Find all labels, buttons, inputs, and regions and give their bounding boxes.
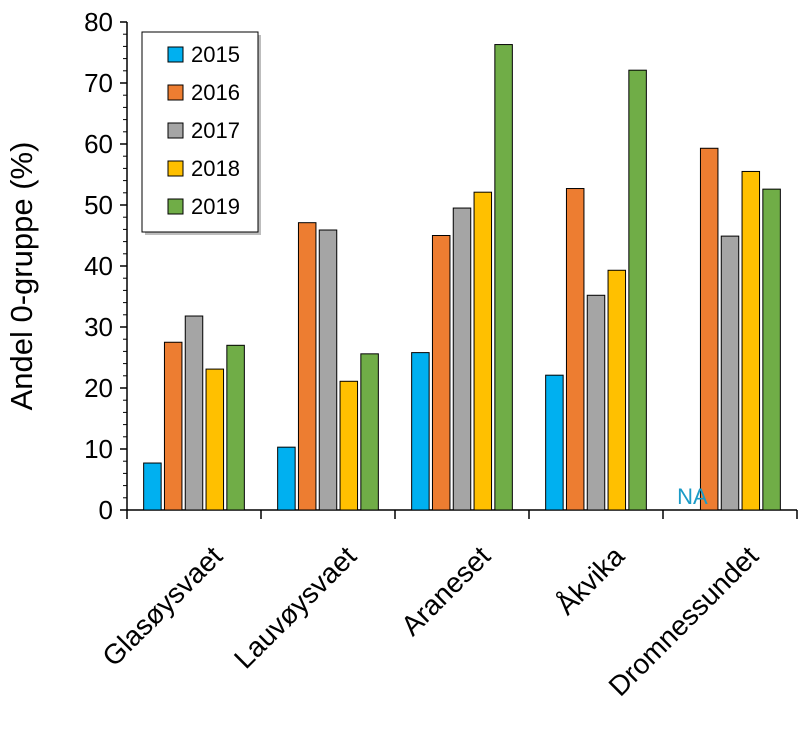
y-tick-label: 70: [84, 68, 113, 98]
bar: [452, 207, 472, 511]
legend-label: 2018: [191, 156, 240, 181]
y-axis: 0 10 20 30 40 50 60 70 80: [84, 7, 128, 525]
legend-label: 2017: [191, 118, 240, 143]
legend-label: 2019: [191, 194, 240, 219]
bars: [143, 44, 781, 511]
x-category-label: Åkvika: [550, 540, 631, 621]
y-tick-label: 80: [84, 7, 113, 37]
y-tick-label: 10: [84, 434, 113, 464]
legend-swatch: [167, 160, 184, 177]
legend-swatch: [167, 46, 184, 63]
na-annotation: NA: [677, 484, 708, 509]
bar: [565, 188, 585, 511]
bar: [205, 368, 225, 511]
bar: [628, 69, 647, 511]
bar: [741, 170, 761, 511]
y-tick-label: 30: [84, 312, 113, 342]
annotations: NA: [677, 484, 708, 509]
bar: [431, 235, 451, 511]
y-tick-label: 50: [84, 190, 113, 220]
bar: [494, 44, 513, 511]
legend-label: 2015: [191, 42, 240, 67]
x-category-label: Lauvøysvaet: [228, 540, 362, 674]
x-category-label: Glasøysvaet: [96, 540, 228, 672]
bar: [360, 353, 379, 511]
bar: [762, 188, 781, 511]
y-tick-label: 60: [84, 129, 113, 159]
y-tick-label: 40: [84, 251, 113, 281]
x-axis: Glasøysvaet Lauvøysvaet Araneset ÅkvikaDrom…: [96, 509, 798, 702]
bar: [586, 294, 606, 511]
bar: [720, 235, 740, 511]
bar: [339, 380, 359, 511]
bar: [699, 147, 719, 511]
y-tick-label: 20: [84, 373, 113, 403]
bar: [473, 191, 493, 511]
legend: 2015 2016 2017 2018 2019: [141, 31, 261, 235]
y-tick-label: 0: [99, 495, 113, 525]
x-category-label: Araneset: [395, 540, 496, 641]
bar: [411, 352, 430, 511]
legend-box: [141, 31, 259, 233]
bar: [226, 344, 245, 511]
bar: [297, 222, 317, 511]
bar: [545, 374, 564, 511]
bar: [318, 229, 338, 511]
legend-label: 2016: [191, 80, 240, 105]
legend-swatch: [167, 84, 184, 101]
bar: [277, 446, 296, 511]
bar: [163, 341, 183, 511]
bar: [607, 269, 627, 511]
bar: [184, 315, 204, 511]
legend-swatch: [167, 122, 184, 139]
y-axis-label: Andel 0-gruppe (%): [4, 142, 39, 411]
bar: [143, 462, 162, 511]
legend-swatch: [167, 198, 184, 215]
